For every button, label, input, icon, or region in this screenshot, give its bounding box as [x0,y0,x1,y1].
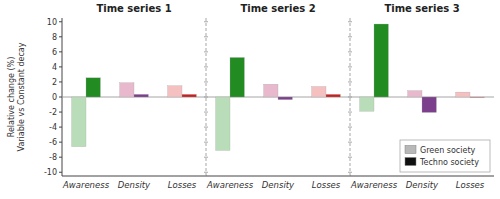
group-title: Time series 2 [240,3,315,14]
group-title: Time series 1 [96,3,171,14]
x-tick-label: Awareness [350,180,398,190]
y-axis-label: Relative change (%)Variable vs Constant … [7,42,26,151]
legend-swatch [405,158,416,166]
x-tick-label: Awareness [62,180,110,190]
y-tick [59,36,62,37]
y-tick [59,66,62,67]
chart: -10 -8 -6 -4 -2 0 2 4 6 8 10 Awareness Density Losses… [0,0,500,199]
panel: Awareness Density Losses Time series 3 [348,3,494,190]
y-tick [348,51,352,52]
y-axis-label-line: Relative change (%) [7,57,16,138]
y-tick [204,51,208,52]
bars [62,78,206,147]
y-tick [59,21,62,22]
y-tick [204,36,208,37]
bar [456,92,470,97]
y-tick-label: 10 [47,18,57,27]
x-axis [62,176,206,177]
legend-label: Techno society [419,158,479,167]
y-tick [59,51,62,52]
legend: Green society Techno society [400,140,490,172]
legend-swatch [405,146,416,154]
y-tick [348,127,352,128]
y-tick [59,127,62,128]
bar [408,91,422,97]
bar [72,97,86,147]
y-tick-label: -4 [49,123,57,132]
y-tick [59,112,62,113]
y-tick-label: -2 [49,108,57,117]
bar [216,97,230,150]
panel: -10 -8 -6 -4 -2 0 2 4 6 8 10 Awareness Density Losses… [44,3,206,190]
x-tick-label: Density [406,180,439,190]
bar [120,83,134,97]
x-tick-label: Losses [168,180,197,190]
y-tick [348,112,352,113]
y-tick [204,172,208,173]
y-tick-label: 0 [52,93,57,102]
y-tick [204,21,208,22]
bar [470,97,484,98]
bars [206,58,350,151]
bar [312,86,326,97]
y-tick-label: -10 [44,168,57,177]
y-tick [204,142,208,143]
bar [86,78,100,97]
bar [326,94,340,97]
y-tick [204,157,208,158]
y-tick [59,157,62,158]
y-tick [348,142,352,143]
y-tick-label: 4 [52,63,57,72]
x-tick-label: Losses [456,180,485,190]
y-tick [59,142,62,143]
y-tick [59,97,62,98]
bar [422,97,436,112]
y-tick [348,81,352,82]
y-axis-label-line: Variable vs Constant decay [17,42,26,151]
y-tick [204,127,208,128]
x-axis [350,176,494,177]
y-tick [348,172,352,173]
bar [278,97,292,100]
y-tick [59,172,62,173]
y-tick [348,157,352,158]
y-tick [348,66,352,67]
y-tick-label: -6 [49,138,57,147]
y-tick [348,21,352,22]
x-tick-label: Losses [312,180,341,190]
y-tick-label: 8 [52,33,57,42]
panel: Awareness Density Losses Time series 2 [204,3,350,190]
bar [182,94,196,97]
bar [374,24,388,97]
y-tick-label: -8 [49,153,57,162]
y-tick [348,36,352,37]
y-tick [204,66,208,67]
y-tick-label: 6 [52,48,57,57]
bar [360,97,374,111]
y-tick [204,81,208,82]
x-axis [206,176,350,177]
legend-label: Green society [420,146,476,155]
y-tick-label: 2 [52,78,57,87]
bar [168,86,182,97]
y-tick [59,81,62,82]
bar [230,58,244,98]
x-tick-label: Awareness [206,180,254,190]
bars [350,24,494,112]
bar [134,94,148,97]
x-tick-label: Density [118,180,151,190]
legend-box [400,140,490,172]
bar [264,84,278,97]
y-tick [204,112,208,113]
x-tick-label: Density [262,180,295,190]
group-title: Time series 3 [384,3,459,14]
